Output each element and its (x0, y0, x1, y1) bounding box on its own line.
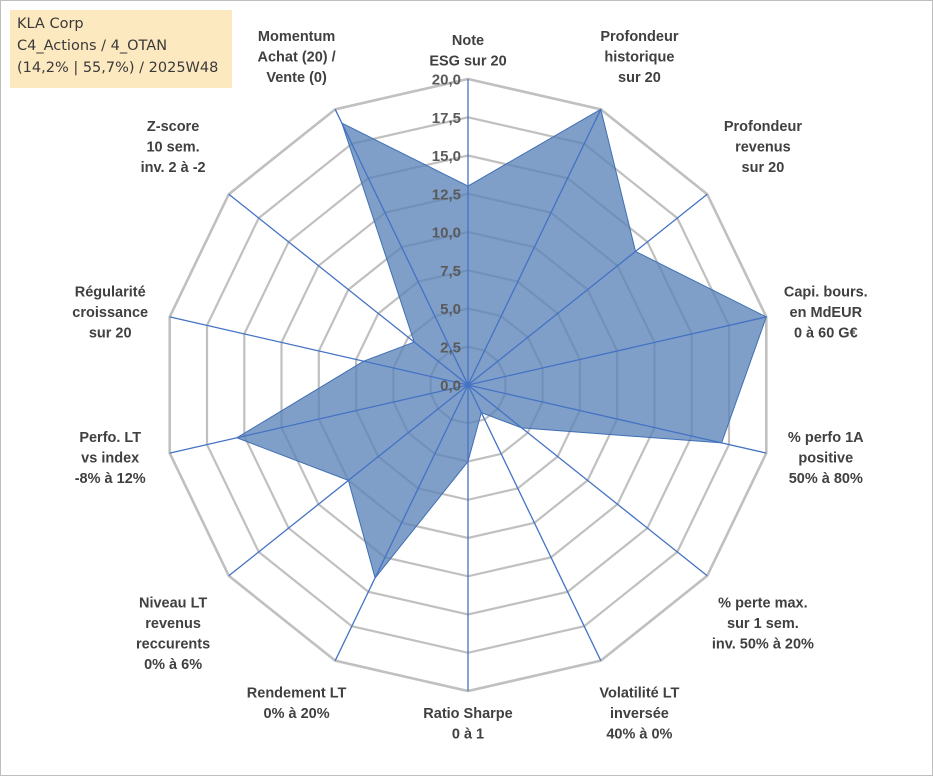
axis-label: Profondeur historique sur 20 (600, 29, 678, 86)
radar-tick-labels: 0,0 2,5 5,0 7,5 10,0 12,5 15,0 17,5 20,0 (432, 72, 461, 395)
axis-spoke (467, 109, 602, 386)
axis-spoke (228, 193, 469, 386)
axis-label: Perfo. LT vs index -8% à 12% (75, 430, 146, 487)
axis-spoke (169, 384, 469, 454)
axis-label: % perte max. sur 1 sem. inv. 50% à 20% (712, 595, 814, 652)
axis-label: Capi. bours. en MdEUR 0 à 60 G€ (784, 285, 868, 342)
axis-label: Z-score 10 sem. inv. 2 à -2 (141, 119, 206, 176)
stats-and-week: (14,2% | 55,7%) / 2025W48 (17, 60, 219, 76)
axis-spoke (334, 384, 469, 661)
axis-label: Note ESG sur 20 (429, 33, 506, 70)
radar-axes (169, 79, 767, 691)
axis-spoke (169, 316, 469, 386)
axis-spoke (334, 109, 469, 386)
tick-label: 7,5 (440, 263, 461, 280)
radar-axis-labels: Note ESG sur 20 Profondeur historique sur 20… (72, 29, 867, 743)
axis-label: Ratio Sharpe 0 à 1 (423, 706, 512, 743)
axis-label: % perfo 1A positive 50% à 80% (788, 430, 864, 487)
axis-spoke (467, 193, 708, 386)
axis-spoke (467, 316, 767, 386)
axis-label: Profondeur revenus sur 20 (724, 119, 802, 176)
tick-label: 12,5 (432, 186, 461, 203)
axis-spoke (467, 384, 602, 661)
axis-label: Rendement LT 0% à 20% (247, 686, 347, 723)
tick-label: 2,5 (440, 339, 461, 356)
axis-spoke (467, 384, 767, 454)
tick-label: 10,0 (432, 225, 461, 242)
axis-spoke (228, 384, 469, 577)
tick-label: 17,5 (432, 110, 461, 127)
axis-label: Momentum Achat (20) / Vente (0) (258, 29, 336, 86)
axis-spoke (467, 384, 708, 577)
company-name: KLA Corp (17, 16, 84, 32)
tick-label: 15,0 (432, 148, 461, 165)
portfolio-category: C4_Actions / 4_OTAN (17, 38, 168, 54)
info-box: KLA Corp C4_Actions / 4_OTAN (14,2% | 55… (10, 10, 232, 88)
axis-label: Niveau LT revenus reccurents 0% à 6% (136, 595, 210, 673)
tick-label: 0,0 (440, 378, 461, 395)
axis-label: Volatilité LT inversée 40% à 0% (599, 686, 679, 743)
tick-label: 20,0 (432, 72, 461, 89)
axis-label: Régularité croissance sur 20 (72, 285, 148, 342)
tick-label: 5,0 (440, 301, 461, 318)
